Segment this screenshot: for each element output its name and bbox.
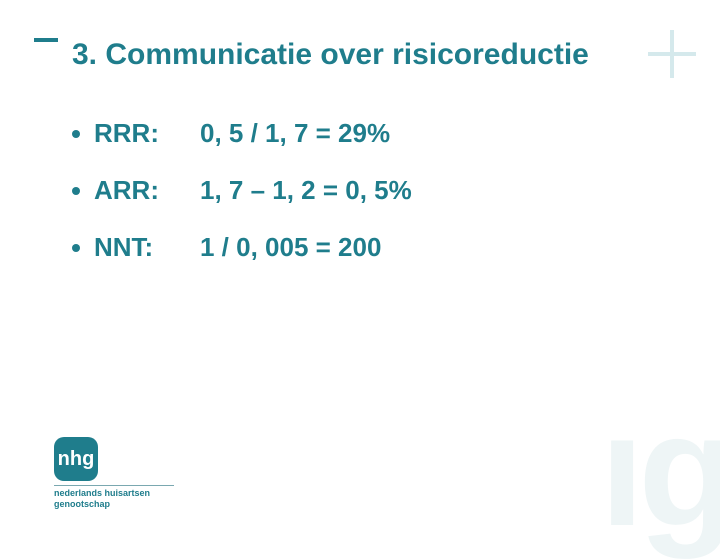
bullet-value: 1, 7 – 1, 2 = 0, 5% [200,175,412,206]
bullet-value: 1 / 0, 005 = 200 [200,232,381,263]
list-item: ARR: 1, 7 – 1, 2 = 0, 5% [72,175,660,206]
list-item: RRR: 0, 5 / 1, 7 = 29% [72,118,660,149]
bullet-icon [72,187,80,195]
slide-title: 3. Communicatie over risicoreductie [72,36,660,74]
logo-divider [54,485,174,486]
bullet-label: ARR: [94,175,200,206]
bullet-label: NNT: [94,232,200,263]
bullet-icon [72,130,80,138]
bullet-icon [72,244,80,252]
slide: 3. Communicatie over risicoreductie RRR:… [0,0,720,540]
footer-logo: nhg nederlands huisartsen genootschap [54,437,204,510]
watermark-text: ıg [600,390,720,550]
bullet-label: RRR: [94,118,200,149]
logo-text-line1: nederlands huisartsen [54,488,204,499]
decoration-plus-right [648,30,696,78]
decoration-dash-left [34,38,58,42]
list-item: NNT: 1 / 0, 005 = 200 [72,232,660,263]
logo-text-line2: genootschap [54,499,204,510]
logo-mark: nhg [54,437,98,481]
bullet-list: RRR: 0, 5 / 1, 7 = 29% ARR: 1, 7 – 1, 2 … [72,118,660,263]
bullet-value: 0, 5 / 1, 7 = 29% [200,118,390,149]
